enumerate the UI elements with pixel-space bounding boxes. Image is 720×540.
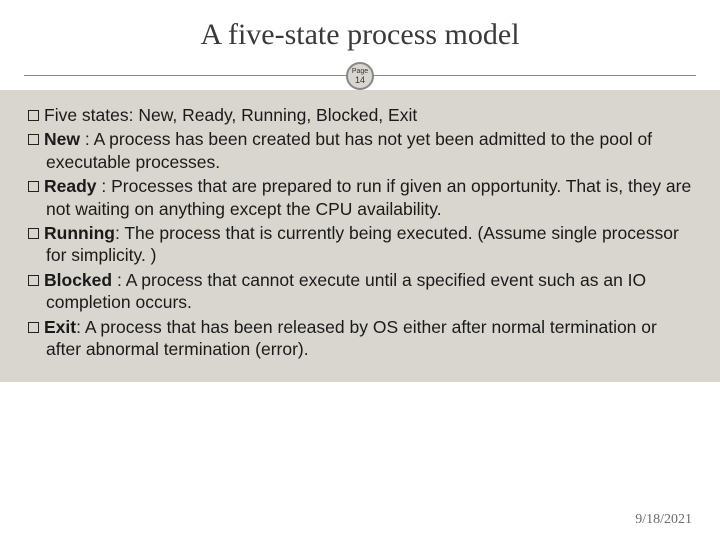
bullet-item: Five states: New, Ready, Running, Blocke…	[28, 104, 692, 126]
checkbox-icon	[28, 134, 39, 145]
bullet-item: New : A process has been created but has…	[28, 128, 692, 173]
bullet-item: Blocked : A process that cannot execute …	[28, 269, 692, 314]
bullet-text: : Processes that are prepared to run if …	[46, 176, 691, 218]
page-label: Page	[352, 68, 368, 75]
bullet-lead: Blocked	[44, 270, 112, 290]
divider: Page 14	[0, 62, 720, 90]
footer-date: 9/18/2021	[635, 512, 692, 528]
bullet-item: Exit: A process that has been released b…	[28, 316, 692, 361]
bullet-lead: Five states	[44, 105, 129, 125]
bullet-lead: Ready	[44, 176, 97, 196]
checkbox-icon	[28, 275, 39, 286]
bullet-text: : A process has been created but has not…	[46, 129, 652, 171]
checkbox-icon	[28, 228, 39, 239]
slide-title: A five-state process model	[0, 18, 720, 52]
bullet-lead: Running	[44, 223, 115, 243]
bullet-text: : New, Ready, Running, Blocked, Exit	[129, 105, 418, 125]
bullet-text: : A process that cannot execute until a …	[46, 270, 646, 312]
checkbox-icon	[28, 181, 39, 192]
checkbox-icon	[28, 110, 39, 121]
bullet-item: Ready : Processes that are prepared to r…	[28, 175, 692, 220]
bullet-text: : A process that has been released by OS…	[46, 317, 657, 359]
bullet-item: Running: The process that is currently b…	[28, 222, 692, 267]
title-area: A five-state process model	[0, 0, 720, 62]
page-number: 14	[355, 76, 365, 85]
bullet-text: : The process that is currently being ex…	[46, 223, 679, 265]
bullet-lead: New	[44, 129, 80, 149]
page-badge: Page 14	[346, 62, 374, 90]
content-area: Five states: New, Ready, Running, Blocke…	[0, 90, 720, 382]
checkbox-icon	[28, 322, 39, 333]
bullet-lead: Exit	[44, 317, 76, 337]
